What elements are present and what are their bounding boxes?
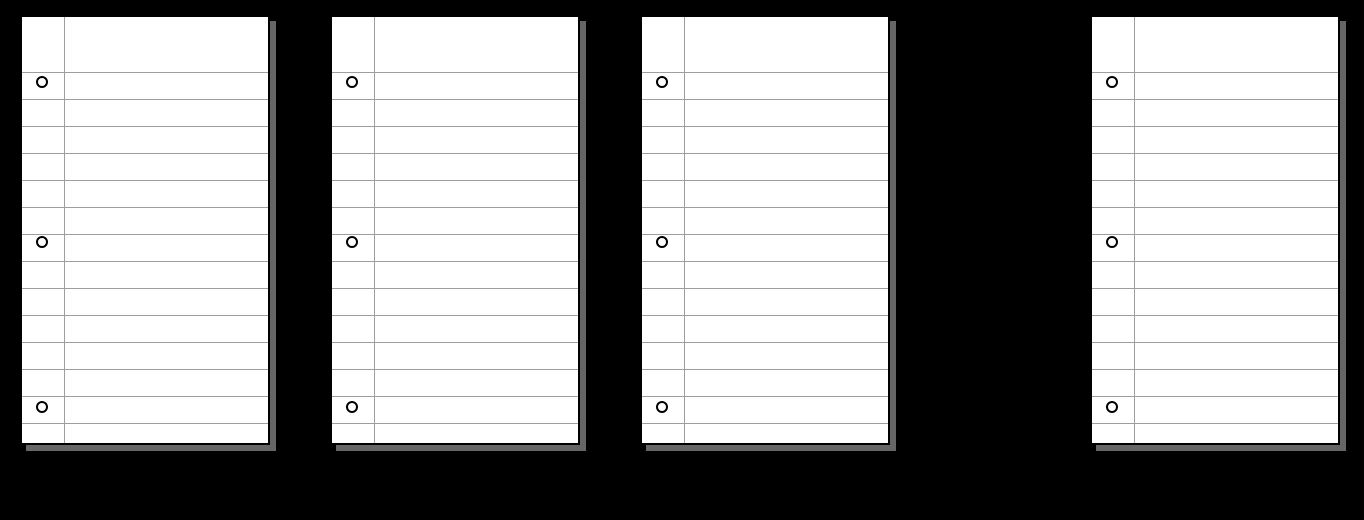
rule-line — [22, 342, 268, 343]
rule-line — [22, 423, 268, 424]
rule-line — [1092, 342, 1338, 343]
diagram-stage — [0, 0, 1364, 520]
rule-line — [22, 261, 268, 262]
punch-hole-icon — [346, 401, 358, 413]
punch-hole-icon — [1106, 401, 1118, 413]
rule-line — [1092, 315, 1338, 316]
paper-body — [330, 15, 580, 445]
rule-line — [642, 369, 888, 370]
rule-line — [1092, 180, 1338, 181]
rule-line — [22, 234, 268, 235]
punch-hole-icon — [36, 401, 48, 413]
paper-body — [20, 15, 270, 445]
rule-line — [1092, 423, 1338, 424]
rule-line — [22, 153, 268, 154]
paper-sheet — [1090, 15, 1346, 451]
margin-line — [1134, 17, 1135, 443]
rule-line — [642, 234, 888, 235]
rule-line — [1092, 126, 1338, 127]
rule-line — [332, 180, 578, 181]
rule-line — [1092, 99, 1338, 100]
paper-sheet — [640, 15, 896, 451]
rule-line — [1092, 369, 1338, 370]
rule-line — [1092, 396, 1338, 397]
punch-hole-icon — [36, 236, 48, 248]
rule-line — [332, 315, 578, 316]
punch-hole-icon — [656, 76, 668, 88]
punch-hole-icon — [1106, 236, 1118, 248]
rule-line — [642, 99, 888, 100]
punch-hole-icon — [656, 236, 668, 248]
rule-line — [332, 396, 578, 397]
rule-line — [332, 126, 578, 127]
punch-hole-icon — [346, 76, 358, 88]
rule-line — [22, 315, 268, 316]
rule-line — [642, 153, 888, 154]
rule-line — [642, 342, 888, 343]
rule-line — [22, 396, 268, 397]
rule-line — [332, 234, 578, 235]
rule-line — [1092, 153, 1338, 154]
rule-line — [642, 261, 888, 262]
rule-line — [642, 72, 888, 73]
paper-sheet — [330, 15, 586, 451]
rule-line — [332, 99, 578, 100]
rule-line — [22, 72, 268, 73]
rule-line — [332, 153, 578, 154]
rule-line — [642, 315, 888, 316]
rule-line — [1092, 72, 1338, 73]
rule-line — [642, 396, 888, 397]
rule-line — [642, 180, 888, 181]
paper-body — [1090, 15, 1340, 445]
margin-line — [374, 17, 375, 443]
rule-line — [332, 207, 578, 208]
punch-hole-icon — [346, 236, 358, 248]
punch-hole-icon — [1106, 76, 1118, 88]
rule-line — [332, 72, 578, 73]
rule-line — [642, 126, 888, 127]
rule-line — [1092, 207, 1338, 208]
rule-line — [22, 288, 268, 289]
rule-line — [642, 288, 888, 289]
rule-line — [332, 261, 578, 262]
rule-line — [332, 342, 578, 343]
margin-line — [64, 17, 65, 443]
rule-line — [1092, 261, 1338, 262]
punch-hole-icon — [36, 76, 48, 88]
rule-line — [22, 126, 268, 127]
rule-line — [642, 207, 888, 208]
rule-line — [332, 369, 578, 370]
rule-line — [332, 423, 578, 424]
rule-line — [22, 99, 268, 100]
rule-line — [332, 288, 578, 289]
rule-line — [22, 207, 268, 208]
margin-line — [684, 17, 685, 443]
paper-sheet — [20, 15, 276, 451]
paper-body — [640, 15, 890, 445]
rule-line — [642, 423, 888, 424]
rule-line — [22, 369, 268, 370]
rule-line — [1092, 234, 1338, 235]
punch-hole-icon — [656, 401, 668, 413]
rule-line — [1092, 288, 1338, 289]
rule-line — [22, 180, 268, 181]
